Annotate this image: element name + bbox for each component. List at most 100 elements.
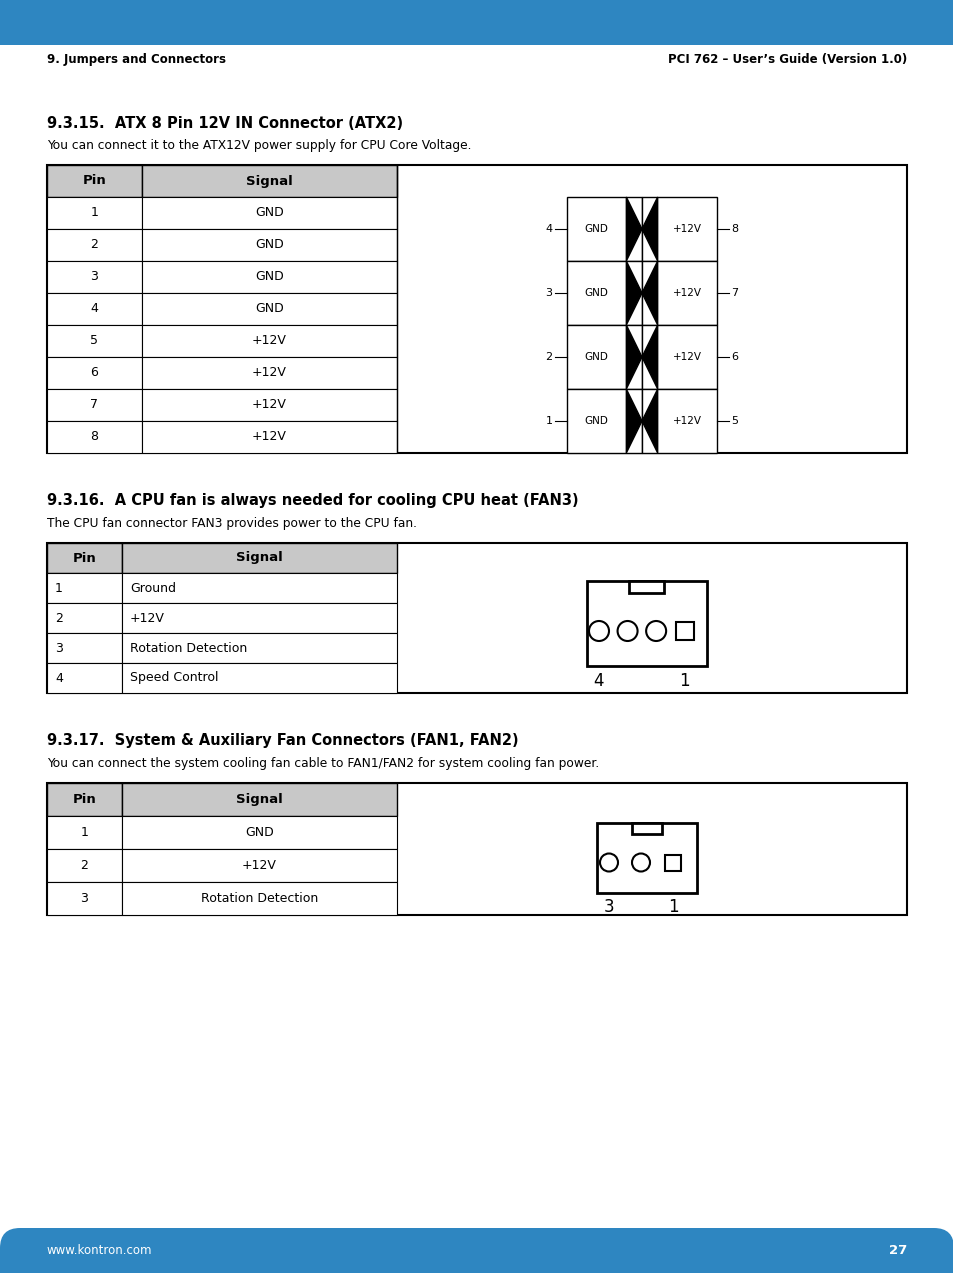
Text: +12V: +12V xyxy=(130,611,165,625)
Bar xyxy=(47,849,122,882)
Text: +12V: +12V xyxy=(252,335,287,348)
Bar xyxy=(122,633,396,663)
Text: PCI 762 – User’s Guide (Version 1.0): PCI 762 – User’s Guide (Version 1.0) xyxy=(667,52,906,65)
Bar xyxy=(566,261,641,325)
Text: 3: 3 xyxy=(91,270,98,284)
Text: +12V: +12V xyxy=(672,353,701,362)
Bar xyxy=(47,325,142,356)
Text: +12V: +12V xyxy=(672,288,701,298)
Bar xyxy=(47,783,122,816)
Text: 4: 4 xyxy=(91,303,98,316)
Text: 2: 2 xyxy=(91,238,98,252)
Polygon shape xyxy=(626,325,641,390)
Text: +12V: +12V xyxy=(252,367,287,379)
Text: 1: 1 xyxy=(55,582,63,594)
Text: +12V: +12V xyxy=(672,224,701,234)
Text: Pin: Pin xyxy=(72,793,96,806)
Text: GND: GND xyxy=(254,206,284,219)
Polygon shape xyxy=(626,390,641,453)
Text: 9.3.16.  A CPU fan is always needed for cooling CPU heat (FAN3): 9.3.16. A CPU fan is always needed for c… xyxy=(47,494,578,508)
Bar xyxy=(47,663,122,693)
Bar xyxy=(142,325,396,356)
Bar xyxy=(47,544,122,573)
Text: 4: 4 xyxy=(593,672,603,690)
Bar xyxy=(641,261,717,325)
Circle shape xyxy=(645,621,665,642)
FancyBboxPatch shape xyxy=(0,0,953,45)
Text: 4: 4 xyxy=(55,671,63,685)
Bar xyxy=(566,325,641,390)
Text: +12V: +12V xyxy=(252,398,287,411)
Text: You can connect the system cooling fan cable to FAN1/FAN2 for system cooling fan: You can connect the system cooling fan c… xyxy=(47,756,598,769)
Bar xyxy=(47,421,142,453)
Text: 9.3.17.  System & Auxiliary Fan Connectors (FAN1, FAN2): 9.3.17. System & Auxiliary Fan Connector… xyxy=(47,733,518,749)
Text: 1: 1 xyxy=(91,206,98,219)
Bar xyxy=(0,1251,953,1273)
Text: 3: 3 xyxy=(55,642,63,654)
Text: 1: 1 xyxy=(545,416,552,426)
Bar xyxy=(641,325,717,390)
Text: +12V: +12V xyxy=(252,430,287,443)
Text: 3: 3 xyxy=(603,899,614,917)
Text: 3: 3 xyxy=(545,288,552,298)
Bar xyxy=(0,23,953,45)
Circle shape xyxy=(631,853,649,872)
Polygon shape xyxy=(641,390,657,453)
Bar xyxy=(631,822,661,834)
Text: Pin: Pin xyxy=(72,551,96,564)
Text: 27: 27 xyxy=(888,1245,906,1258)
Text: Signal: Signal xyxy=(246,174,293,187)
Bar xyxy=(122,783,396,816)
Bar xyxy=(47,573,122,603)
Bar xyxy=(566,197,641,261)
Bar xyxy=(641,390,717,453)
Bar xyxy=(142,356,396,390)
Polygon shape xyxy=(641,197,657,261)
Bar xyxy=(47,261,142,293)
Text: Speed Control: Speed Control xyxy=(130,671,218,685)
Text: 2: 2 xyxy=(545,353,552,362)
Bar xyxy=(47,165,142,197)
Text: +12V: +12V xyxy=(672,416,701,426)
Text: 7: 7 xyxy=(91,398,98,411)
Bar xyxy=(664,854,680,871)
FancyBboxPatch shape xyxy=(0,1228,953,1273)
Bar xyxy=(122,544,396,573)
Bar xyxy=(47,165,906,453)
Polygon shape xyxy=(626,261,641,325)
Text: GND: GND xyxy=(245,826,274,839)
Text: GND: GND xyxy=(254,238,284,252)
Text: Pin: Pin xyxy=(83,174,107,187)
Bar xyxy=(122,882,396,915)
Bar xyxy=(47,293,142,325)
Bar xyxy=(47,783,906,915)
Bar xyxy=(586,580,706,666)
Text: GND: GND xyxy=(584,224,608,234)
Text: Signal: Signal xyxy=(236,551,283,564)
Text: 6: 6 xyxy=(731,353,738,362)
Text: GND: GND xyxy=(584,288,608,298)
Text: 2: 2 xyxy=(80,859,89,872)
Polygon shape xyxy=(626,197,641,261)
Bar xyxy=(122,603,396,633)
Bar xyxy=(142,293,396,325)
Text: +12V: +12V xyxy=(242,859,276,872)
Text: Ground: Ground xyxy=(130,582,175,594)
Bar xyxy=(629,580,664,592)
Text: GND: GND xyxy=(254,303,284,316)
Text: 5: 5 xyxy=(731,416,738,426)
Text: 4: 4 xyxy=(545,224,552,234)
Bar xyxy=(47,390,142,421)
Text: 9.3.15.  ATX 8 Pin 12V IN Connector (ATX2): 9.3.15. ATX 8 Pin 12V IN Connector (ATX2… xyxy=(47,116,403,131)
Text: www.kontron.com: www.kontron.com xyxy=(47,1245,152,1258)
Bar xyxy=(122,816,396,849)
Bar xyxy=(122,663,396,693)
Text: 3: 3 xyxy=(80,892,89,905)
Bar xyxy=(47,603,122,633)
Text: You can connect it to the ATX12V power supply for CPU Core Voltage.: You can connect it to the ATX12V power s… xyxy=(47,139,471,151)
Circle shape xyxy=(599,853,618,872)
Bar xyxy=(142,165,396,197)
Text: 1: 1 xyxy=(667,899,678,917)
Bar xyxy=(47,197,142,229)
Bar xyxy=(597,822,697,892)
